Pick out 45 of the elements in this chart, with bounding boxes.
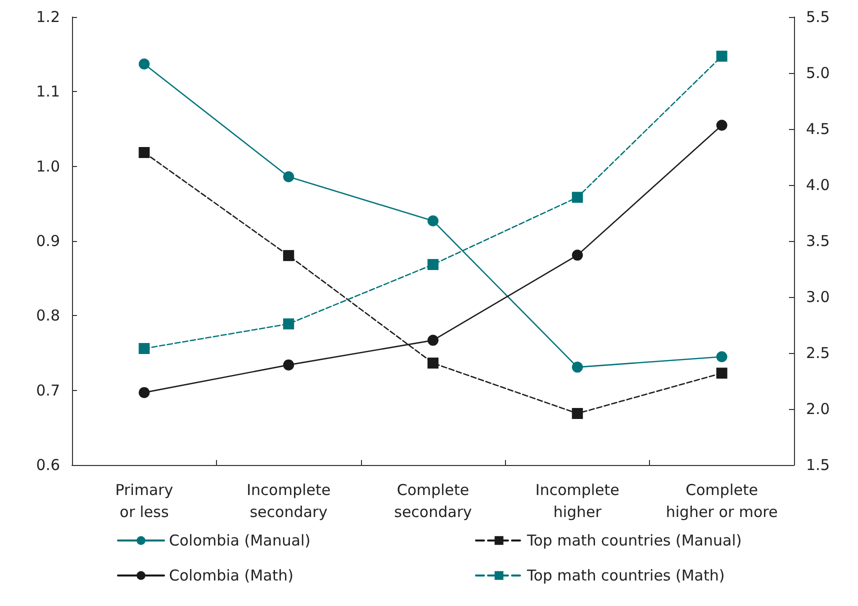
point	[138, 387, 150, 398]
legend-label: Top math countries (Manual)	[526, 532, 742, 550]
x-tick-label: Primary or less	[115, 481, 174, 521]
point	[572, 192, 583, 203]
x-tick-label: Incomplete secondary	[246, 481, 331, 521]
legend-label: Top math countries (Math)	[526, 566, 725, 584]
point	[716, 120, 728, 131]
point	[138, 147, 150, 158]
point	[716, 351, 728, 362]
y-tick-label: 1.1	[36, 82, 60, 101]
y2-tick-label: 4.5	[806, 120, 830, 138]
point	[138, 58, 150, 70]
y2-tick-label: 3.5	[806, 232, 830, 250]
legend-label: Colombia (Math)	[169, 566, 294, 584]
y2-tick-label: 1.5	[806, 456, 830, 474]
point	[283, 318, 294, 330]
point	[428, 259, 438, 270]
y-tick-label: 0.6	[36, 456, 60, 474]
legend-label: Colombia (Manual)	[169, 532, 310, 550]
y-tick-label: 0.8	[36, 306, 60, 325]
x-tick-label: Complete secondary	[394, 481, 472, 521]
point	[572, 362, 583, 373]
y2-tick-label: 5.5	[806, 8, 830, 26]
y2-tick-label: 4.0	[806, 176, 830, 194]
point	[572, 408, 583, 419]
y-tick-label: 1.2	[36, 8, 60, 26]
point	[428, 334, 438, 346]
point	[283, 359, 294, 370]
y-tick-label: 0.9	[36, 232, 60, 250]
y-tick-label: 0.7	[36, 381, 60, 400]
point	[428, 358, 438, 369]
x-tick-label: Incomplete higher	[535, 481, 620, 521]
point	[138, 343, 150, 354]
y2-tick-label: 2.0	[806, 400, 830, 418]
point	[716, 50, 728, 62]
point	[283, 171, 294, 182]
x-tick-label: Complete higher or more	[666, 481, 778, 521]
y-tick-label: 1.0	[36, 157, 60, 176]
point	[572, 250, 583, 261]
y2-tick-label: 5.0	[806, 64, 830, 82]
point	[716, 368, 728, 379]
point	[283, 250, 294, 262]
y2-tick-label: 2.5	[806, 344, 830, 362]
y2-tick-label: 3.0	[806, 288, 830, 306]
point	[428, 215, 438, 226]
